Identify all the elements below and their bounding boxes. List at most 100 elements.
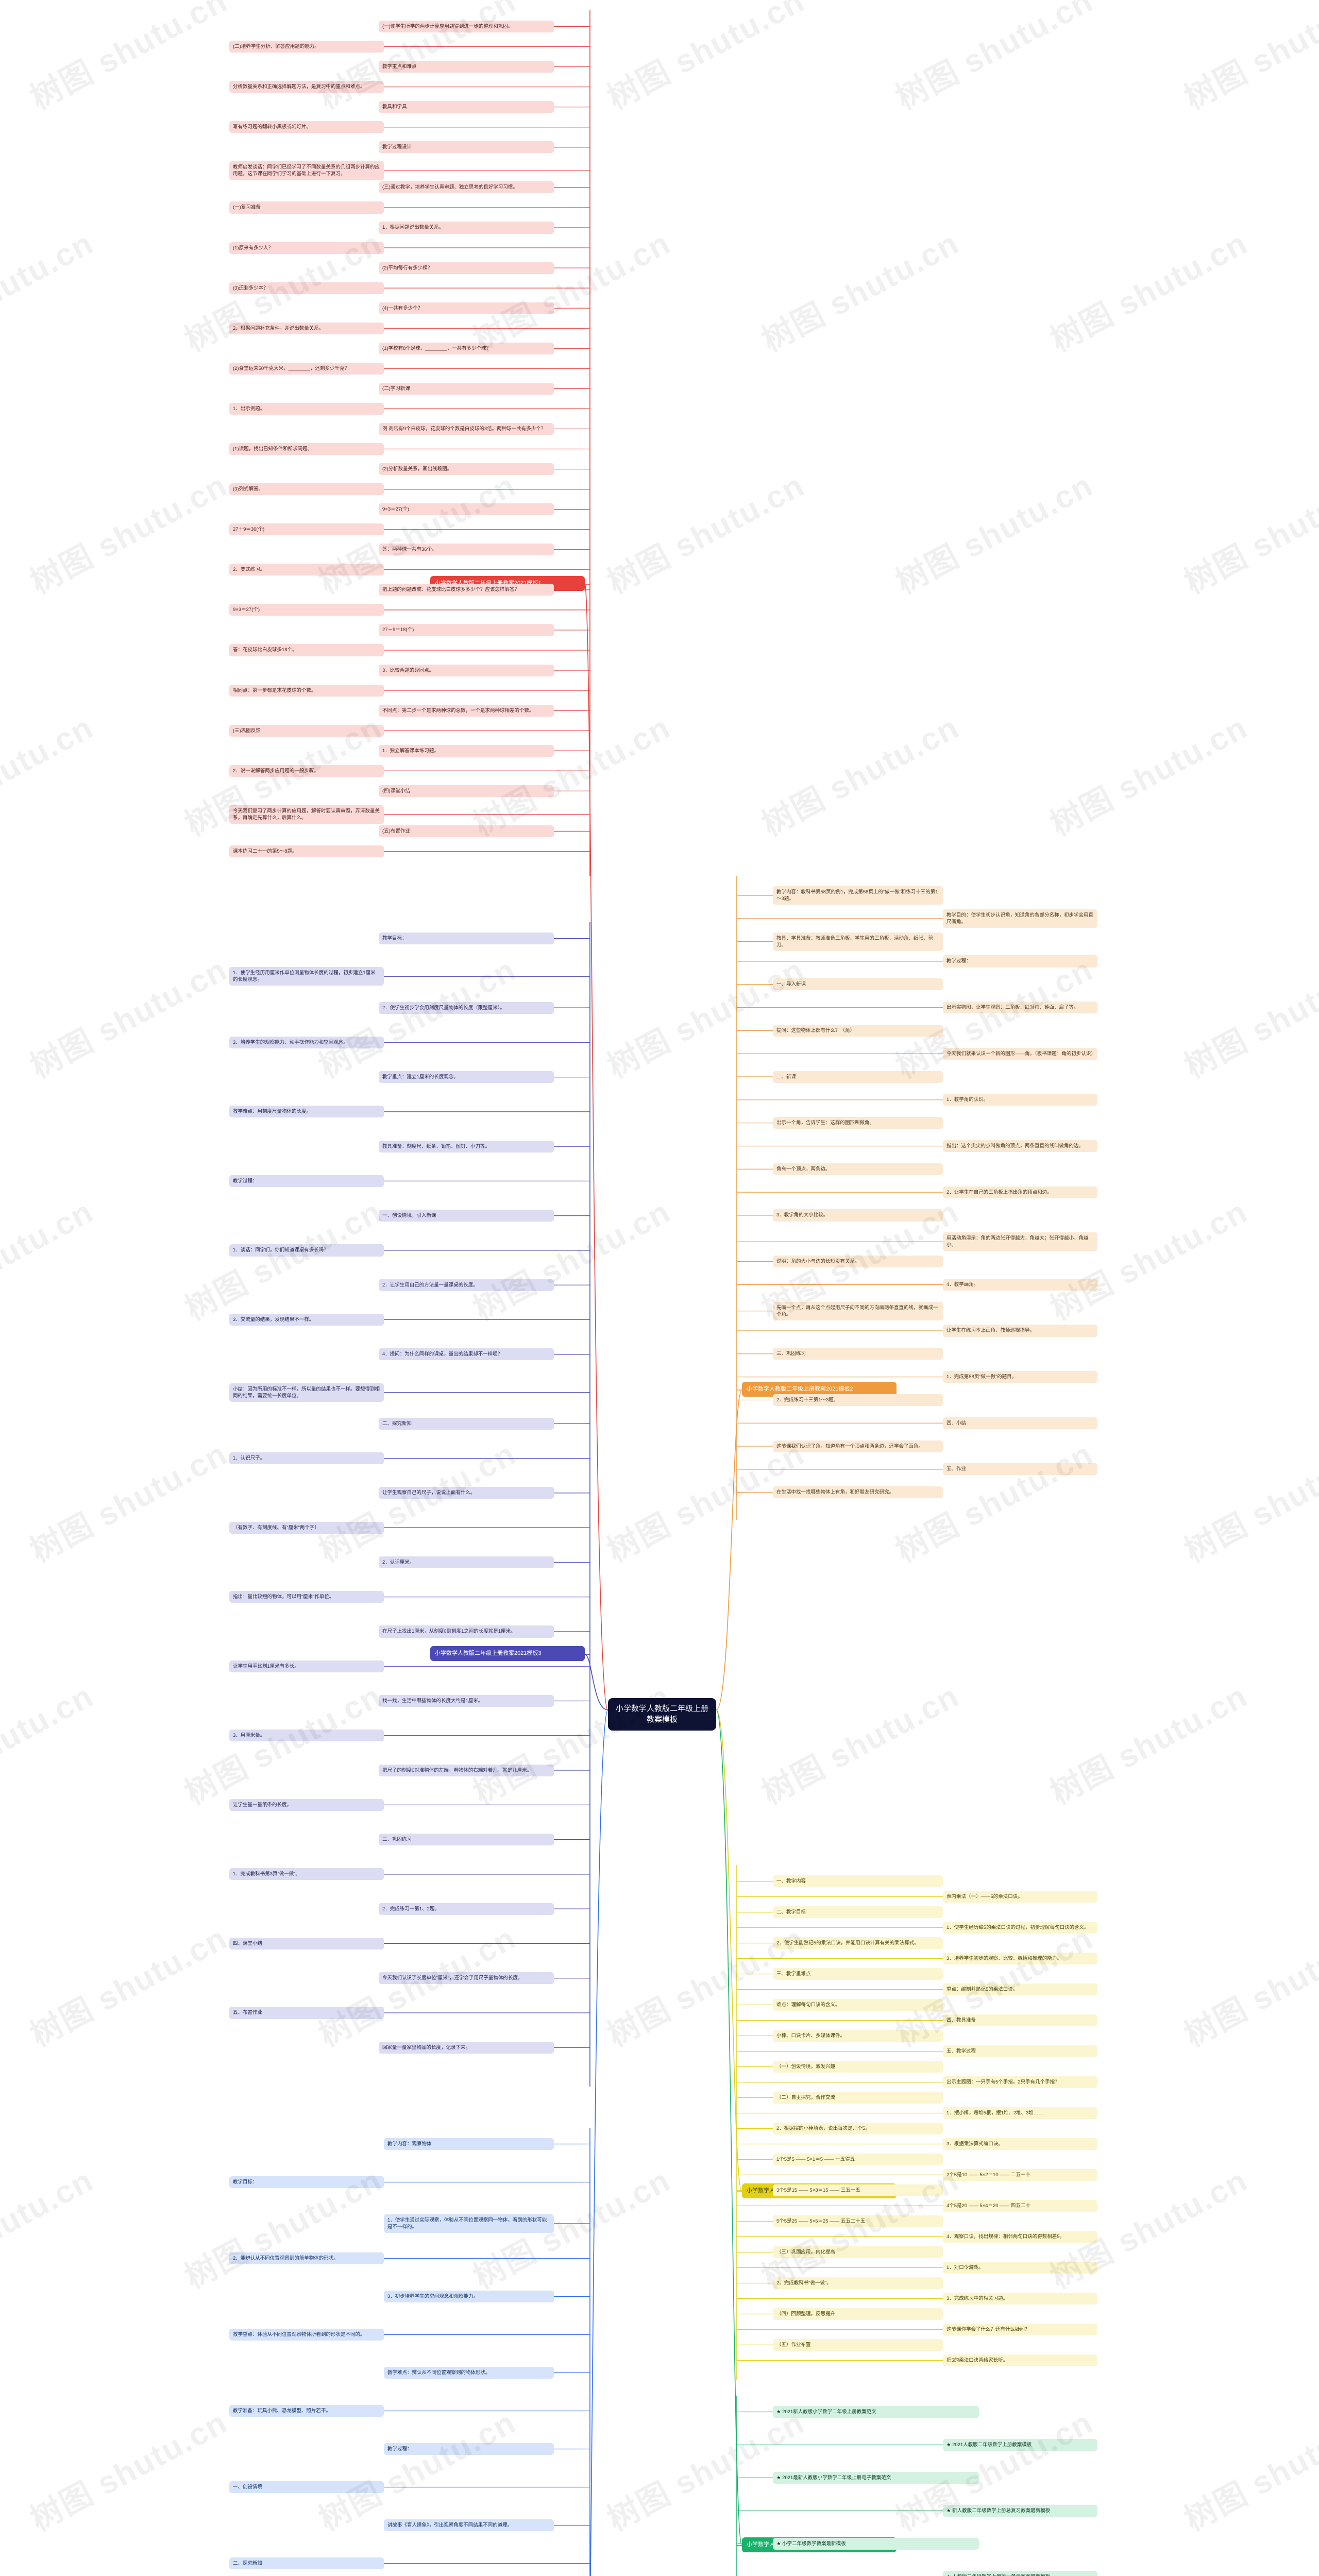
leaf-node[interactable]: 2．让学生在自己的三角板上指出角的顶点和边。 xyxy=(943,1186,1097,1198)
leaf-node[interactable]: 2．完成练习一第1、2题。 xyxy=(379,1903,554,1915)
leaf-node[interactable]: 答：花皮球比白皮球多18个。 xyxy=(229,644,384,656)
leaf-node[interactable]: 1个5是5 —— 5×1＝5 —— 一五得五 xyxy=(773,2154,943,2166)
leaf-node[interactable]: 1．独立解答课本练习题。 xyxy=(379,744,554,757)
leaf-node[interactable]: 2．完成教科书“做一做”。 xyxy=(773,2277,943,2290)
leaf-node[interactable]: 2个5是10 —— 5×2＝10 —— 二五一十 xyxy=(943,2169,1097,2181)
leaf-node[interactable]: 先画一个点，再从这个点起用尺子向不同的方向画两条直直的线，就画成一个角。 xyxy=(773,1301,943,1320)
leaf-node[interactable]: 3．初步培养学生的空间观念和观察能力。 xyxy=(384,2291,554,2303)
leaf-node[interactable]: 3．交流量的结果，发现结果不一样。 xyxy=(229,1314,384,1326)
leaf-node[interactable]: 四、教具准备 xyxy=(943,2014,1097,2027)
leaf-node[interactable]: 1．认识尺子。 xyxy=(229,1452,384,1465)
leaf-node[interactable]: 4个5是20 —— 5×4＝20 —— 四五二十 xyxy=(943,2200,1097,2212)
leaf-node[interactable]: (2)分析数量关系，画出线段图。 xyxy=(379,463,554,476)
leaf-node[interactable]: 2．说一说解答两步应用题的一般步骤。 xyxy=(229,765,384,777)
leaf-node[interactable]: 今天我们认识了长度单位“厘米”，还学会了用尺子量物体的长度。 xyxy=(379,1972,554,1985)
leaf-node[interactable]: (三)巩固反馈 xyxy=(229,724,384,737)
leaf-node[interactable]: 2．变式练习。 xyxy=(229,564,384,576)
leaf-node[interactable]: 让学生用手比划1厘米有多长。 xyxy=(229,1660,384,1672)
leaf-node[interactable]: 回家量一量家里物品的长度，记录下来。 xyxy=(379,2041,554,2054)
leaf-node[interactable]: 在尺子上找出1厘米，从刻度0到刻度1之间的长度就是1厘米。 xyxy=(379,1625,554,1638)
leaf-node[interactable]: （五）作业布置 xyxy=(773,2339,943,2351)
leaf-node[interactable]: 2．能辨认从不同位置观察到的简单物体的形状。 xyxy=(229,2252,384,2265)
leaf-node[interactable]: 9×3＝27(个) xyxy=(229,604,384,616)
leaf-node[interactable]: 出示实物图，让学生观察：三角板、红领巾、钟面、扇子等。 xyxy=(943,1002,1097,1014)
leaf-node[interactable]: 二、教学目标 xyxy=(773,1906,943,1919)
leaf-node[interactable]: （四）回顾整理，反思提升 xyxy=(773,2308,943,2320)
leaf-node[interactable]: 教学过程： xyxy=(943,955,1097,968)
leaf-node[interactable]: (4)一共有多少个？ xyxy=(379,302,554,314)
leaf-node[interactable]: 今天我们复习了两步计算的应用题，解答时要认真审题，弄清数量关系，再确定先算什么，… xyxy=(229,805,384,824)
leaf-node[interactable]: 1．完成教科书第3页“做一做”。 xyxy=(229,1868,384,1880)
leaf-node[interactable]: 例 商店有9个白皮球，花皮球的个数是白皮球的3倍。两种球一共有多少个？ xyxy=(379,422,554,435)
leaf-node[interactable]: ★ 2021最新人教版小学数学二年级上册电子教案范文 xyxy=(773,2472,979,2484)
leaf-node[interactable]: (二)培养学生分析、解答应用题的能力。 xyxy=(229,41,384,53)
leaf-node[interactable]: 小结：因为所用的标准不一样，所以量的结果也不一样。要想得到相同的结果，需要统一长… xyxy=(229,1383,384,1402)
leaf-node[interactable]: （二）自主探究，合作交流 xyxy=(773,2092,943,2104)
leaf-node[interactable]: ★ 人教版二年级数学上册第一单元教案最新模板 xyxy=(943,2571,1097,2576)
leaf-node[interactable]: 二、探究新知 xyxy=(229,2557,384,2570)
leaf-node[interactable]: 角有一个顶点，两条边。 xyxy=(773,1163,943,1175)
leaf-node[interactable]: 小棒、口诀卡片、多媒体课件。 xyxy=(773,2030,943,2042)
leaf-node[interactable]: (四)课堂小结 xyxy=(379,785,554,797)
leaf-node[interactable]: 3．根据乘法算式编口诀。 xyxy=(943,2138,1097,2150)
leaf-node[interactable]: 教学准备：玩具小熊、恐龙模型、照片若干。 xyxy=(229,2405,384,2417)
leaf-node[interactable]: 教学重点：体验从不同位置观察物体所看到的形状是不同的。 xyxy=(229,2329,384,2341)
leaf-node[interactable]: 1．完成第58页“做一做”的题目。 xyxy=(943,1371,1097,1383)
leaf-node[interactable]: 教学重点：建立1厘米的长度观念。 xyxy=(379,1071,554,1083)
leaf-node[interactable]: 一、创设情境 xyxy=(229,2481,384,2494)
leaf-node[interactable]: 二、新课 xyxy=(773,1071,943,1083)
root-node[interactable]: 小学数学人教版二年级上册教案模板 xyxy=(608,1698,716,1731)
leaf-node[interactable]: 教学目标： xyxy=(379,933,554,945)
leaf-node[interactable]: 1．使学生通过实际观察，体验从不同位置观察同一物体，看到的形状可能是不一样的。 xyxy=(384,2214,554,2233)
leaf-node[interactable]: 2．使学生能熟记5的乘法口诀，并能用口诀计算有关的乘法算式。 xyxy=(773,1937,943,1950)
leaf-node[interactable]: 教具和学具 xyxy=(379,101,554,113)
leaf-node[interactable]: 2．使学生初步学会用刻度尺量物体的长度（限整厘米）。 xyxy=(379,1002,554,1014)
leaf-node[interactable]: 教学目的：使学生初步认识角，知道角的各部分名称，初步学会用直尺画角。 xyxy=(943,909,1097,928)
leaf-node[interactable]: 3．培养学生的观察能力、动手操作能力和空间观念。 xyxy=(229,1036,384,1048)
leaf-node[interactable]: (三)通过教学，培养学生认真审题、独立思考的良好学习习惯。 xyxy=(379,181,554,194)
branch-label-tpl3[interactable]: 小学数学人教版二年级上册教案2021模板3 xyxy=(430,1646,585,1662)
leaf-node[interactable]: 2．根据摆的小棒填表，说出每次是几个5。 xyxy=(773,2123,943,2135)
leaf-node[interactable]: 2．完成练习十三第1～3题。 xyxy=(773,1394,943,1406)
leaf-node[interactable]: 9×3＝27(个) xyxy=(379,503,554,516)
leaf-node[interactable]: 1．使学生经历用厘米作单位测量物体长度的过程，初步建立1厘米的长度观念。 xyxy=(229,967,384,986)
leaf-node[interactable]: 这节课你学会了什么？还有什么疑问？ xyxy=(943,2324,1097,2336)
leaf-node[interactable]: 1．对口令游戏。 xyxy=(943,2262,1097,2274)
leaf-node[interactable]: 教学过程设计 xyxy=(379,141,554,154)
leaf-node[interactable]: (1)学校有8个足球，________，一共有多少个球？ xyxy=(379,342,554,354)
leaf-node[interactable]: 4．提问：为什么同样的课桌，量出的结果却不一样呢？ xyxy=(379,1348,554,1361)
leaf-node[interactable]: 教学目标： xyxy=(229,2176,384,2189)
leaf-node[interactable]: 五、作业 xyxy=(943,1463,1097,1476)
leaf-node[interactable]: 3．培养学生初步的观察、比较、概括和推理的能力。 xyxy=(943,1953,1097,1965)
leaf-node[interactable]: 五、布置作业 xyxy=(229,2007,384,2019)
leaf-node[interactable]: (一)复习准备 xyxy=(229,201,384,214)
leaf-node[interactable]: 2．让学生用自己的方法量一量课桌的长度。 xyxy=(379,1279,554,1291)
leaf-node[interactable]: 3．比较两题的异同点。 xyxy=(379,664,554,676)
leaf-node[interactable]: 3．用厘米量。 xyxy=(229,1730,384,1742)
leaf-node[interactable]: 3．完成练习中的相关习题。 xyxy=(943,2293,1097,2305)
leaf-node[interactable]: 教学内容：教科书第58页的例1，完成第58页上的“做一做”和练习十三的第1～3题… xyxy=(773,886,943,905)
leaf-node[interactable]: 让学生在练习本上画角，教师巡视指导。 xyxy=(943,1325,1097,1337)
leaf-node[interactable]: 让学生观察自己的尺子，说说上面有什么。 xyxy=(379,1487,554,1499)
leaf-node[interactable]: 出示主题图：一只手有5个手指，2只手有几个手指？ xyxy=(943,2076,1097,2089)
leaf-node[interactable]: (3)还剩多少本？ xyxy=(229,282,384,294)
leaf-node[interactable]: 把尺子的刻度0对准物体的左端，看物体的右端对着几，就是几厘米。 xyxy=(379,1764,554,1776)
leaf-node[interactable]: 让学生量一量纸条的长度。 xyxy=(229,1799,384,1811)
leaf-node[interactable]: 提问：这些物体上都有什么？（角） xyxy=(773,1024,943,1037)
leaf-node[interactable]: 分析数量关系和正确选择解题方法，是复习中的重点和难点。 xyxy=(229,81,384,93)
leaf-node[interactable]: 教学重点和难点 xyxy=(379,61,554,73)
leaf-node[interactable]: 教学过程： xyxy=(229,1175,384,1188)
leaf-node[interactable]: 一、教学内容 xyxy=(773,1875,943,1888)
leaf-node[interactable]: 27＋9＝36(个) xyxy=(229,523,384,536)
leaf-node[interactable]: 指出：量比较短的物体，可以用“厘米”作单位。 xyxy=(229,1591,384,1603)
leaf-node[interactable]: 这节课我们认识了角，知道角有一个顶点和两条边，还学会了画角。 xyxy=(773,1440,943,1452)
leaf-node[interactable]: 用活动角演示：角的两边张开得越大，角越大；张开得越小，角越小。 xyxy=(943,1232,1097,1251)
leaf-node[interactable]: 三、巩固练习 xyxy=(773,1348,943,1360)
leaf-node[interactable]: 一、导入新课 xyxy=(773,978,943,991)
leaf-node[interactable]: (1)原来有多少人？ xyxy=(229,242,384,254)
leaf-node[interactable]: 4．观察口诀，找出规律：相邻两句口诀的得数相差5。 xyxy=(943,2231,1097,2243)
leaf-node[interactable]: 2．认识厘米。 xyxy=(379,1556,554,1569)
leaf-node[interactable]: (1)读题，找出已知条件和所求问题。 xyxy=(229,443,384,455)
leaf-node[interactable]: 教学难点：用刻度尺量物体的长度。 xyxy=(229,1106,384,1118)
leaf-node[interactable]: 教师启发谈话：同学们已经学习了不同数量关系的几组两步计算的应用题，这节课在同学们… xyxy=(229,161,384,180)
